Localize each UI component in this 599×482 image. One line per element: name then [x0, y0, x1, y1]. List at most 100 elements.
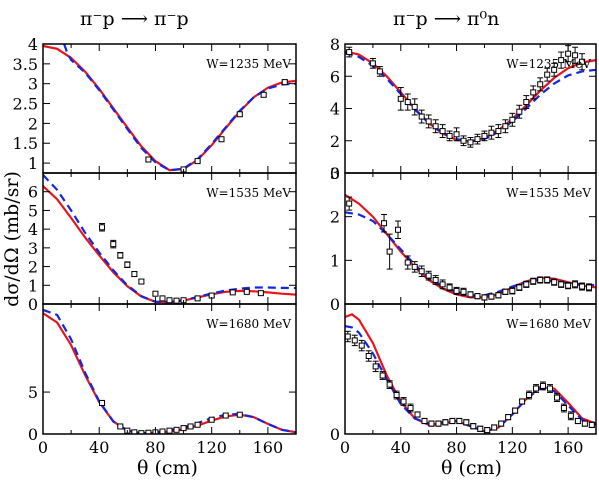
data-marker	[470, 423, 477, 430]
data-point	[516, 283, 523, 291]
data-marker	[131, 429, 138, 434]
data-point	[257, 290, 264, 297]
data-point	[488, 293, 495, 300]
data-marker	[567, 412, 574, 419]
data-point	[509, 287, 516, 295]
y-tick-label: 6	[28, 183, 38, 202]
data-point	[502, 119, 509, 134]
x-tick-label: 120	[497, 438, 528, 457]
data-point	[579, 53, 586, 71]
data-marker	[544, 276, 551, 283]
data-point	[505, 414, 512, 421]
plot-area	[345, 193, 596, 301]
left-column-title: π⁻p ⟶ π⁻p	[80, 8, 189, 30]
data-marker	[236, 411, 243, 418]
data-point	[381, 213, 388, 233]
data-marker	[257, 290, 264, 297]
data-point	[173, 426, 180, 433]
data-point	[425, 114, 432, 129]
y-tick-label: 6	[330, 67, 340, 86]
data-point	[586, 283, 593, 292]
panel-right-middle: 0 1 2 3 W=1535 MeV	[330, 164, 597, 314]
x-tick-label: 120	[196, 438, 227, 457]
data-marker	[421, 418, 428, 424]
data-marker	[222, 412, 229, 419]
data-point	[484, 427, 491, 434]
y-tick-label: 2	[330, 208, 340, 227]
data-marker	[260, 91, 267, 98]
data-marker	[345, 333, 351, 340]
data-marker	[467, 139, 474, 146]
data-marker	[519, 398, 526, 405]
data-point	[495, 292, 502, 299]
data-point	[425, 270, 432, 281]
data-point	[145, 156, 152, 163]
data-marker	[236, 111, 243, 118]
data-marker	[432, 123, 439, 130]
y-tick-label: 0	[28, 425, 38, 444]
plot-area	[345, 45, 596, 148]
data-point	[229, 289, 236, 296]
data-point	[404, 255, 411, 270]
data-point	[411, 98, 418, 116]
data-point	[558, 280, 565, 288]
data-marker	[488, 129, 495, 136]
data-marker	[491, 424, 498, 431]
data-point	[456, 417, 463, 425]
data-marker	[411, 263, 418, 270]
data-marker	[117, 252, 124, 259]
y-tick-label: 2	[330, 132, 340, 151]
data-point	[551, 278, 558, 286]
data-marker	[365, 353, 372, 359]
data-marker	[152, 290, 159, 297]
data-marker	[565, 282, 572, 289]
data-marker	[579, 283, 586, 290]
data-point	[439, 279, 446, 290]
data-marker	[351, 337, 358, 344]
y-tick-label: 4	[330, 100, 340, 119]
data-point	[446, 130, 453, 142]
data-point	[540, 381, 547, 391]
data-point	[166, 427, 173, 434]
y-tick-label: 3.5	[13, 55, 38, 74]
y-tick-label: 2	[28, 258, 38, 277]
data-marker	[505, 414, 512, 421]
solid-model-curve	[43, 185, 296, 304]
plot-area	[43, 308, 296, 434]
data-marker	[418, 113, 425, 120]
data-marker	[145, 429, 152, 434]
data-point	[99, 399, 106, 406]
data-point	[379, 371, 386, 380]
data-point	[243, 288, 250, 295]
data-marker	[460, 288, 467, 295]
data-point	[400, 397, 407, 406]
data-marker	[346, 49, 353, 56]
data-point	[477, 425, 484, 432]
data-marker	[138, 430, 145, 434]
data-point	[346, 196, 353, 211]
data-marker	[509, 287, 516, 294]
data-point	[159, 295, 166, 302]
data-marker	[229, 289, 236, 296]
data-marker	[99, 224, 106, 231]
data-marker	[449, 418, 456, 424]
data-point	[519, 398, 526, 405]
data-marker	[208, 416, 215, 423]
data-point	[414, 411, 421, 418]
x-tick-label: 0	[340, 438, 350, 457]
data-marker	[400, 398, 407, 405]
data-marker	[446, 284, 453, 291]
data-point	[574, 417, 581, 425]
data-marker	[481, 294, 488, 301]
data-point	[421, 417, 428, 425]
data-point	[393, 390, 400, 400]
data-point	[435, 420, 442, 427]
data-marker	[588, 421, 595, 428]
data-point	[453, 286, 460, 295]
data-marker	[411, 103, 418, 110]
data-marker	[488, 293, 495, 300]
data-point	[581, 420, 588, 427]
data-point	[432, 119, 439, 134]
